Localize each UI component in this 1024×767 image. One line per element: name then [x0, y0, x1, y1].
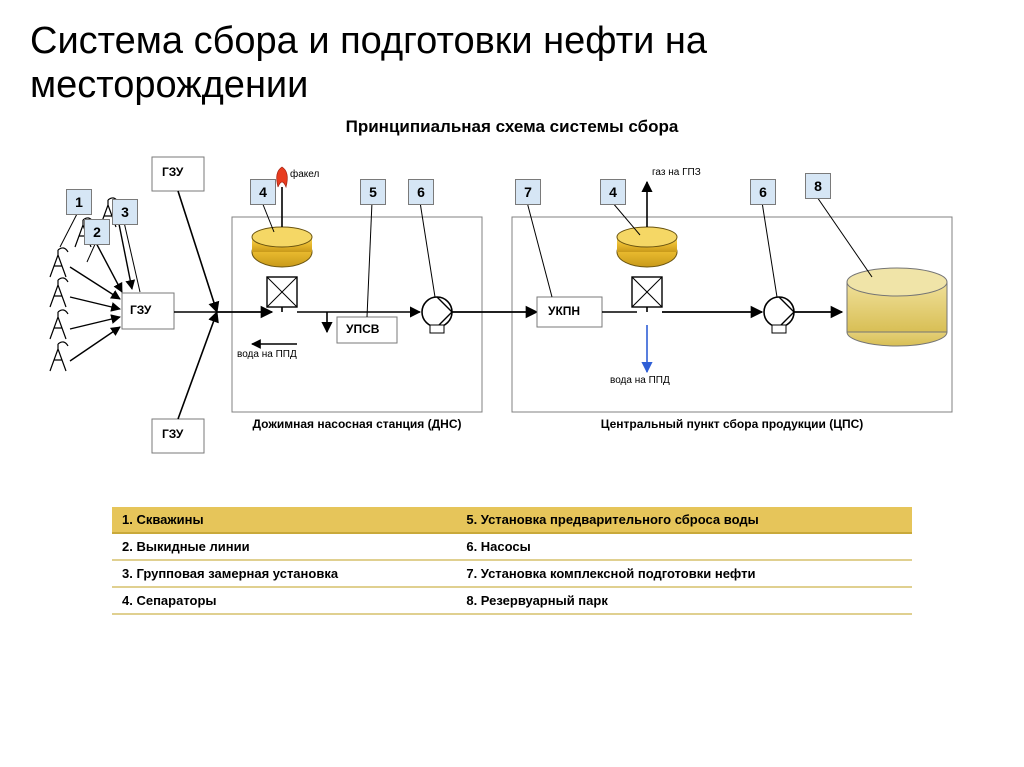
marker-7: 7 [515, 179, 541, 205]
legend-1-r: 6. Насосы [456, 533, 912, 560]
marker-5: 5 [360, 179, 386, 205]
marker-6b: 6 [750, 179, 776, 205]
gzu-center-label: ГЗУ [130, 303, 151, 317]
legend-2-l: 3. Групповая замерная установка [112, 560, 456, 587]
marker-3: 3 [112, 199, 138, 225]
legend-3-r: 8. Резервуарный парк [456, 587, 912, 614]
dns-caption: Дожимная насосная станция (ДНС) [232, 417, 482, 431]
marker-4b: 4 [600, 179, 626, 205]
legend-1-l: 2. Выкидные линии [112, 533, 456, 560]
gzu-bottom-label: ГЗУ [162, 427, 183, 441]
cps-caption: Центральный пункт сбора продукции (ЦПС) [512, 417, 952, 431]
legend-table: 1. Скважины5. Установка предварительного… [112, 507, 912, 615]
upsv-label: УПСВ [346, 322, 379, 336]
legend-0-r: 5. Установка предварительного сброса вод… [456, 507, 912, 533]
legend-3-l: 4. Сепараторы [112, 587, 456, 614]
ukpn-label: УКПН [548, 304, 580, 318]
marker-8: 8 [805, 173, 831, 199]
marker-6a: 6 [408, 179, 434, 205]
voda-ppd-2: вода на ППД [610, 375, 670, 386]
marker-2: 2 [84, 219, 110, 245]
gaz-gpz: газ на ГПЗ [652, 167, 701, 178]
fakel-label: факел [290, 169, 319, 180]
gzu-top-label: ГЗУ [162, 165, 183, 179]
page-title: Система сбора и подготовки нефти на мест… [30, 20, 994, 107]
legend-2-r: 7. Установка комплексной подготовки нефт… [456, 560, 912, 587]
marker-4a: 4 [250, 179, 276, 205]
marker-1: 1 [66, 189, 92, 215]
voda-ppd-1: вода на ППД [237, 349, 297, 360]
legend-0-l: 1. Скважины [112, 507, 456, 533]
flow-diagram: Принципиальная схема системы сбора [42, 117, 982, 477]
